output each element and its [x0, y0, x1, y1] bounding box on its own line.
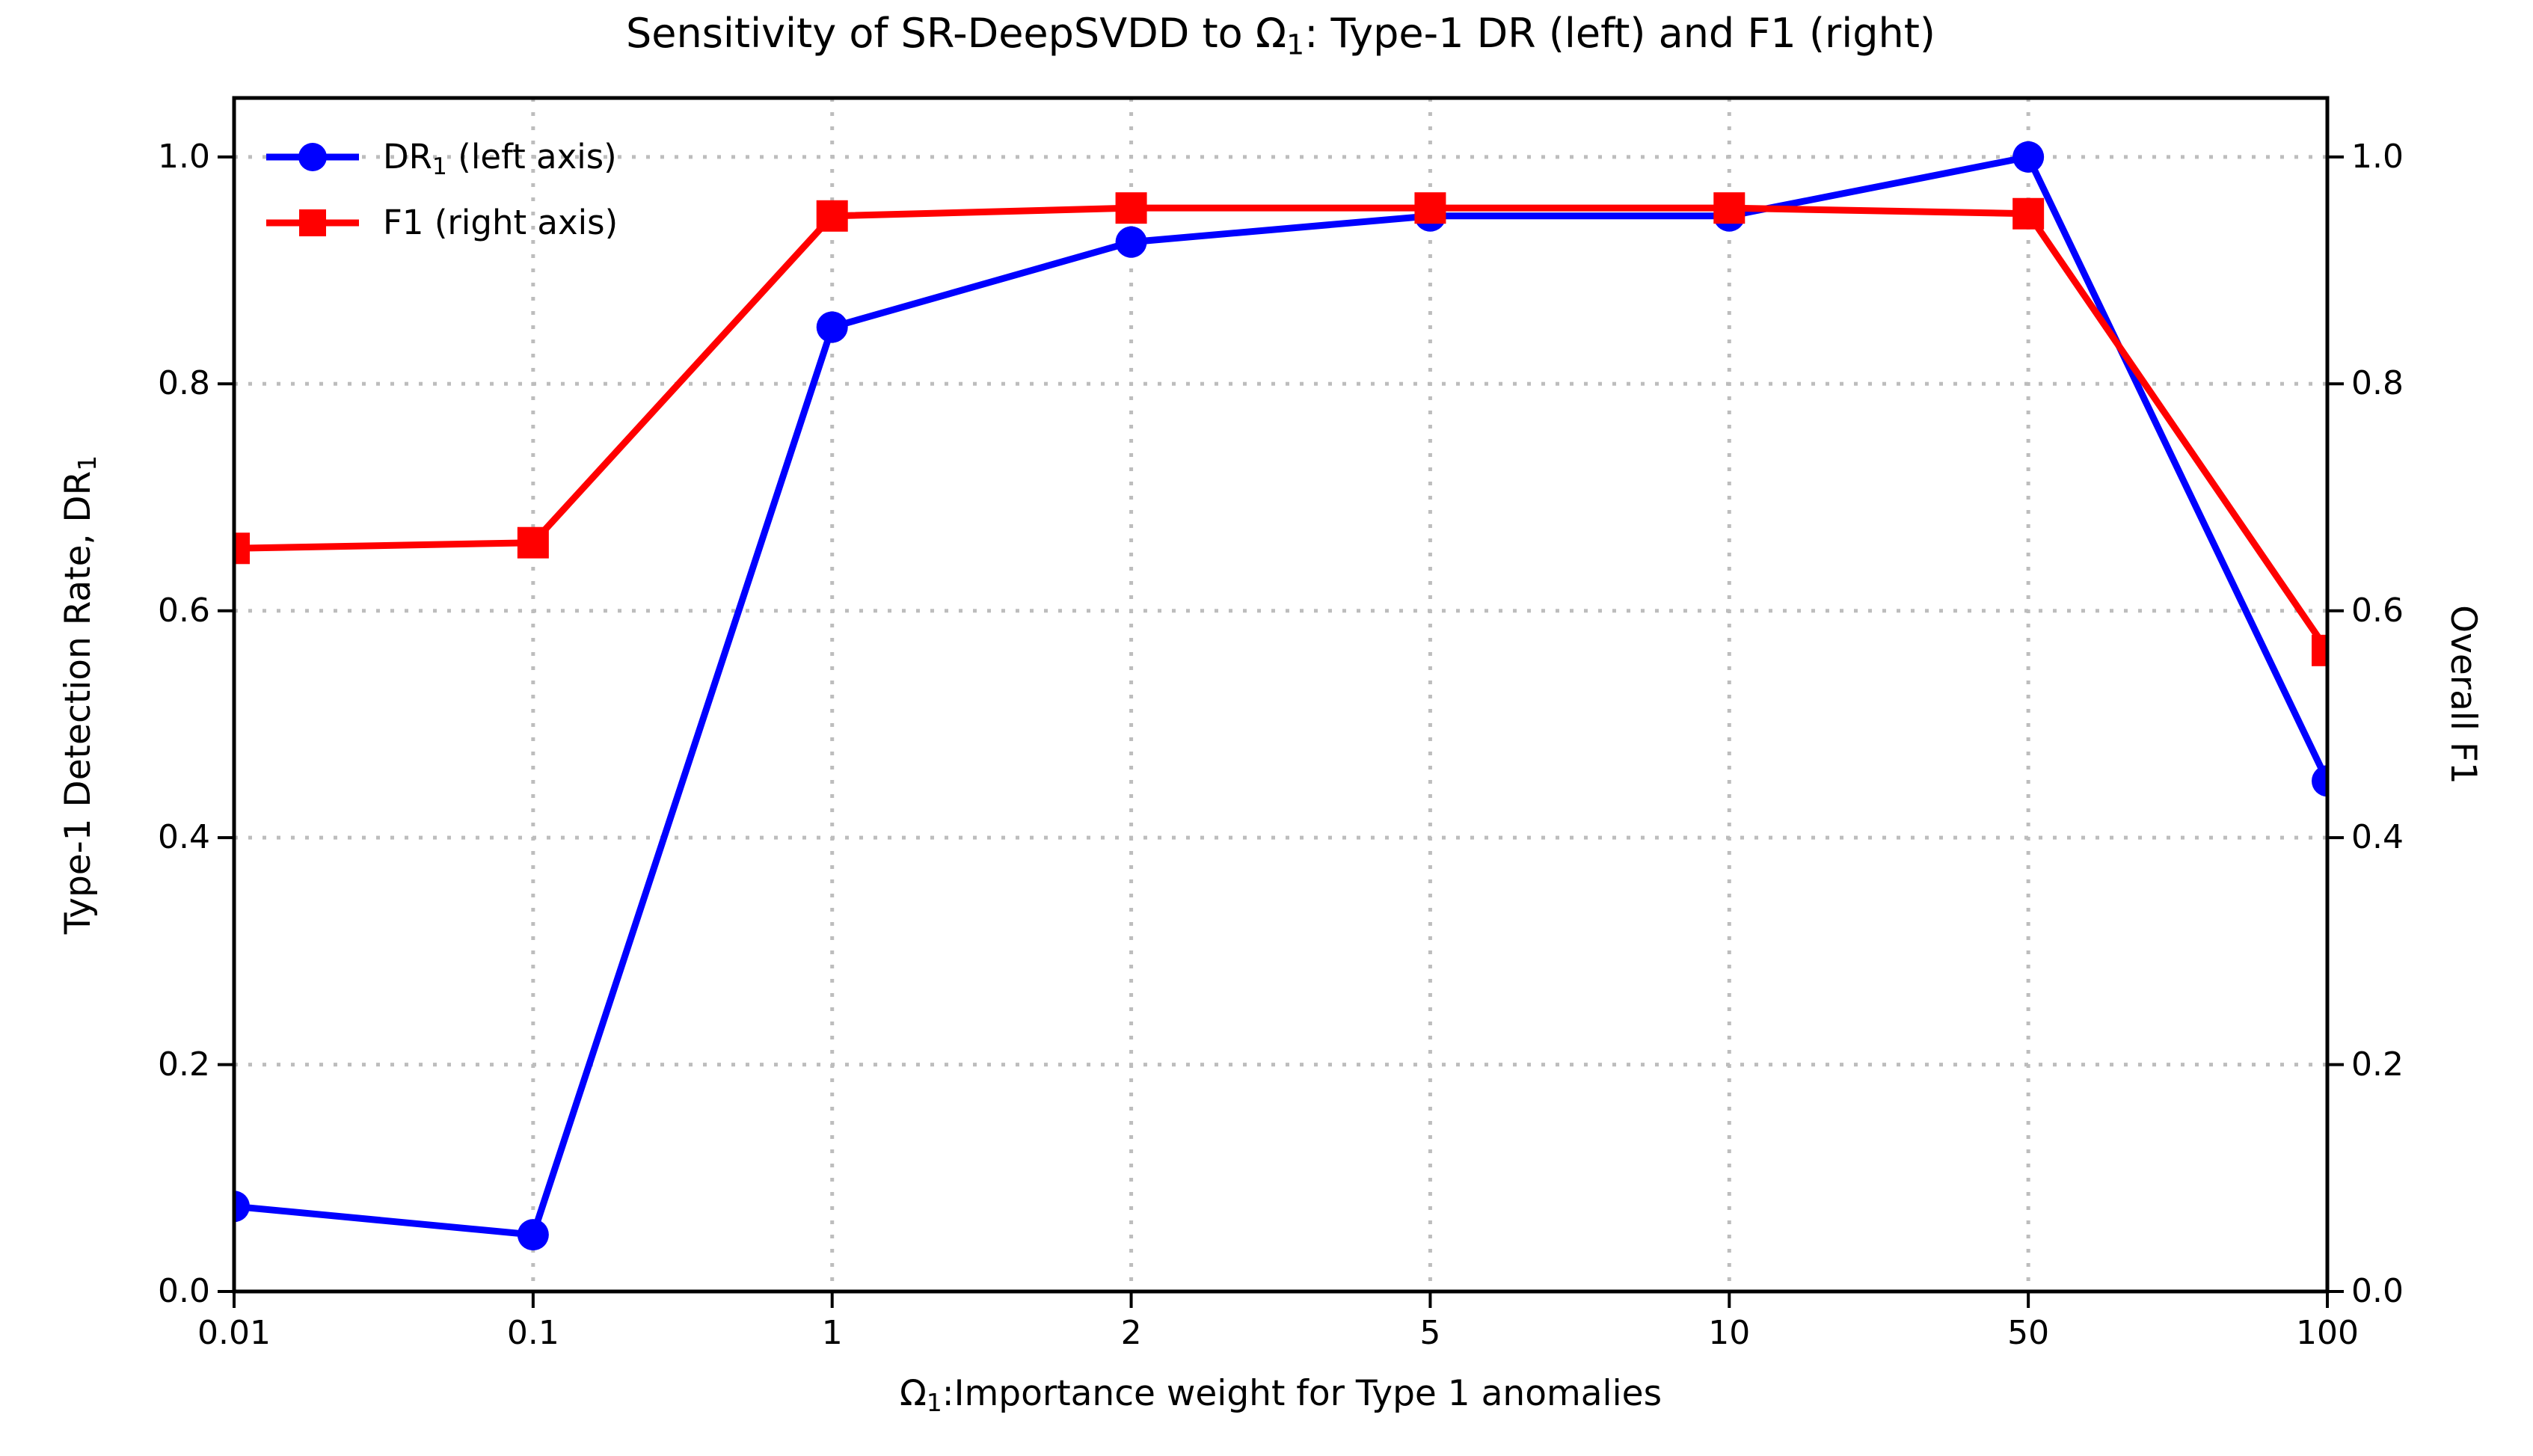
dr1-series [234, 141, 2327, 1251]
f1-data-point [1115, 192, 1147, 224]
f1-data-point [2312, 634, 2327, 666]
x-tick-label: 100 [2296, 1314, 2359, 1352]
dr1-data-point [2312, 765, 2327, 797]
f1-data-point [1713, 192, 1746, 224]
f1-data-point [517, 526, 549, 559]
x-tick-label: 0.1 [506, 1314, 559, 1352]
x-tick-label: 2 [1120, 1314, 1142, 1352]
dr1-data-point [816, 311, 848, 343]
f1-line-square-marker-icon [266, 209, 359, 236]
x-tick-label: 10 [1708, 1314, 1751, 1352]
data-series [234, 141, 2327, 1251]
dr1-data-point [517, 1219, 549, 1251]
y-tick-label-left: 0.4 [158, 818, 210, 857]
y-tick-label-left: 0.2 [158, 1045, 210, 1084]
dr1-line-circle-marker-icon [266, 143, 359, 171]
f1-series [234, 192, 2327, 666]
dr1-data-point [1115, 226, 1147, 258]
x-axis-label: Ω1:Importance weight for Type 1 anomalie… [899, 1373, 1662, 1418]
axis-ticks [218, 155, 2344, 1308]
dr1-data-point [2012, 141, 2045, 173]
f1-data-point [2012, 197, 2045, 230]
x-tick-label: 1 [821, 1314, 843, 1352]
legend-item-dr1: DR1 (left axis) [263, 136, 617, 180]
f1-data-point [234, 532, 250, 565]
chart-title: Sensitivity of SR-DeepSVDD to Ω1: Type-1… [626, 10, 1935, 61]
y-tick-label-right: 1.0 [2351, 137, 2404, 176]
y-tick-label-right: 0.8 [2351, 364, 2404, 403]
y-tick-label-left: 1.0 [158, 137, 210, 176]
f1-data-point [816, 200, 848, 232]
x-tick-label: 0.01 [197, 1314, 271, 1352]
y-tick-label-left: 0.8 [158, 364, 210, 403]
y-tick-label-right: 0.6 [2351, 591, 2404, 630]
y-tick-label-right: 0.4 [2351, 818, 2404, 857]
axes-spines [232, 96, 2330, 1294]
legend-dr1-subscript: 1 [432, 153, 447, 180]
y-tick-label-right: 0.2 [2351, 1045, 2404, 1084]
legend-label-f1: F1 (right axis) [383, 203, 618, 242]
dr1-data-point [234, 1191, 250, 1223]
y-axis-label-right: Overall F1 [2443, 605, 2484, 784]
y-tick-label-left: 0.6 [158, 591, 210, 630]
f1-data-point [1414, 192, 1446, 224]
x-tick-label: 5 [1419, 1314, 1441, 1352]
ylabel-left-subscript: 1 [73, 455, 102, 471]
gridlines [234, 98, 2327, 1291]
title-subscript: 1 [1286, 28, 1305, 61]
legend-label-dr1: DR1 (left axis) [383, 137, 617, 180]
xlabel-subscript: 1 [926, 1388, 942, 1418]
y-axis-label-left: Type-1 Detection Rate, DR1 [58, 455, 102, 935]
y-tick-label-right: 0.0 [2351, 1272, 2404, 1310]
legend-item-f1: F1 (right axis) [263, 202, 618, 244]
x-tick-label: 50 [2007, 1314, 2050, 1352]
y-tick-label-left: 0.0 [158, 1272, 210, 1310]
